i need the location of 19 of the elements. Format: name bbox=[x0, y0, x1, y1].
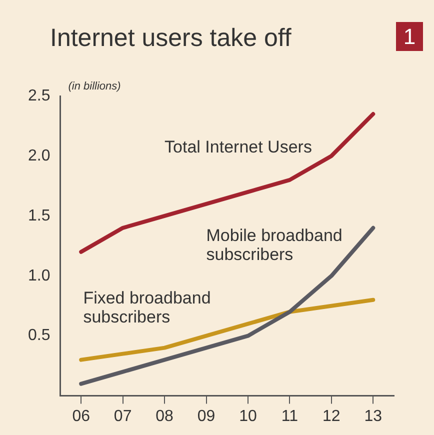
x-tick-label: 11 bbox=[281, 408, 298, 425]
chart-title: Internet users take off bbox=[50, 24, 292, 53]
x-tick-label: 12 bbox=[322, 408, 340, 425]
x-tick-label: 09 bbox=[197, 408, 216, 425]
series-label: Mobile broadband subscribers bbox=[206, 226, 342, 264]
y-tick-label: 2.5 bbox=[28, 87, 50, 104]
y-tick-label: 0.5 bbox=[28, 327, 50, 344]
series-label: Total Internet Users bbox=[164, 137, 312, 156]
y-tick-label: 1.0 bbox=[28, 267, 50, 284]
y-tick-label: 2.0 bbox=[28, 147, 50, 164]
x-tick-label: 10 bbox=[239, 408, 257, 425]
x-tick-label: 06 bbox=[72, 408, 90, 425]
y-axis-title: (in billions) bbox=[68, 80, 122, 93]
series-label: Fixed broadband subscribers bbox=[83, 288, 211, 326]
y-tick-label: 1.5 bbox=[28, 207, 50, 224]
x-tick-label: 08 bbox=[156, 408, 174, 425]
x-tick-label: 07 bbox=[114, 408, 132, 425]
x-tick-label: 13 bbox=[364, 408, 382, 425]
text: 1 bbox=[396, 22, 423, 51]
